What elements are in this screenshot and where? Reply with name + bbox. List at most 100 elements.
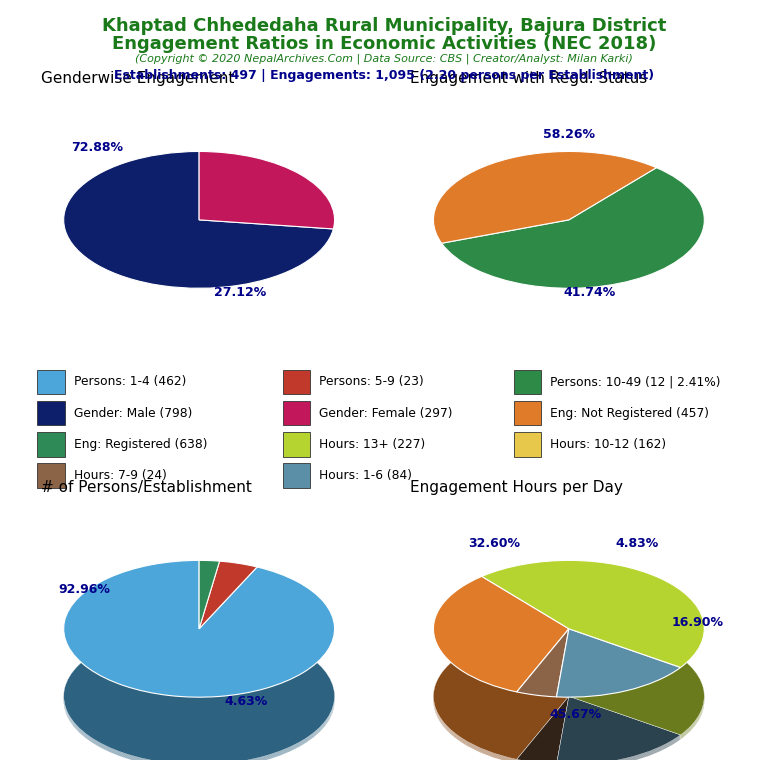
Text: Eng: Not Registered (457): Eng: Not Registered (457) [550, 406, 709, 419]
Wedge shape [482, 630, 704, 737]
Wedge shape [433, 646, 569, 761]
Wedge shape [199, 632, 257, 700]
Wedge shape [442, 435, 704, 556]
Wedge shape [433, 419, 657, 511]
Wedge shape [199, 415, 335, 493]
Wedge shape [199, 630, 257, 697]
Wedge shape [64, 415, 333, 552]
Wedge shape [433, 417, 657, 509]
Wedge shape [199, 419, 335, 497]
Wedge shape [517, 629, 569, 697]
Wedge shape [442, 435, 704, 556]
Wedge shape [482, 628, 704, 736]
Text: Eng: Registered (638): Eng: Registered (638) [74, 438, 207, 451]
Wedge shape [64, 419, 333, 555]
Wedge shape [199, 628, 220, 697]
Wedge shape [433, 644, 569, 760]
Wedge shape [433, 647, 569, 763]
Wedge shape [482, 632, 704, 740]
Wedge shape [557, 700, 680, 768]
Wedge shape [442, 432, 704, 552]
Text: Hours: 10-12 (162): Hours: 10-12 (162) [550, 438, 666, 451]
Wedge shape [433, 644, 569, 760]
Wedge shape [557, 700, 680, 768]
Wedge shape [433, 647, 569, 762]
Wedge shape [482, 629, 704, 737]
FancyBboxPatch shape [283, 463, 310, 488]
Text: Gender: Male (798): Gender: Male (798) [74, 406, 192, 419]
Wedge shape [64, 416, 333, 553]
Wedge shape [517, 697, 569, 766]
Wedge shape [442, 432, 704, 553]
Wedge shape [199, 629, 257, 697]
Text: Establishments: 497 | Engagements: 1,095 (2.20 persons per Establishment): Establishments: 497 | Engagements: 1,095… [114, 69, 654, 82]
Wedge shape [199, 417, 335, 495]
Wedge shape [433, 415, 657, 507]
Wedge shape [64, 631, 335, 768]
Text: 41.74%: 41.74% [563, 286, 615, 299]
Wedge shape [64, 631, 335, 768]
Wedge shape [433, 419, 657, 511]
Wedge shape [199, 631, 220, 699]
Wedge shape [199, 415, 335, 493]
Wedge shape [199, 629, 220, 697]
Wedge shape [199, 561, 257, 629]
Wedge shape [199, 627, 220, 697]
Text: 4.83%: 4.83% [615, 537, 658, 550]
Wedge shape [517, 697, 569, 765]
Wedge shape [64, 151, 333, 288]
Wedge shape [199, 419, 335, 496]
Wedge shape [433, 576, 569, 692]
Text: Hours: 13+ (227): Hours: 13+ (227) [319, 438, 425, 451]
Wedge shape [199, 419, 335, 496]
Text: # of Persons/Establishment: # of Persons/Establishment [41, 480, 252, 495]
FancyBboxPatch shape [283, 432, 310, 457]
Text: Engagement Hours per Day: Engagement Hours per Day [410, 480, 624, 495]
Wedge shape [199, 416, 335, 494]
Wedge shape [517, 700, 569, 767]
FancyBboxPatch shape [514, 401, 541, 425]
Wedge shape [199, 632, 220, 700]
Text: 27.12%: 27.12% [214, 286, 266, 299]
Wedge shape [482, 561, 704, 667]
Wedge shape [199, 151, 335, 229]
Text: 16.90%: 16.90% [671, 616, 723, 629]
Text: Persons: 10-49 (12 | 2.41%): Persons: 10-49 (12 | 2.41%) [550, 376, 720, 389]
FancyBboxPatch shape [283, 401, 310, 425]
Text: Gender: Female (297): Gender: Female (297) [319, 406, 452, 419]
FancyBboxPatch shape [514, 432, 541, 457]
Wedge shape [442, 432, 704, 553]
Wedge shape [199, 631, 220, 700]
Text: 92.96%: 92.96% [58, 583, 110, 596]
Text: Genderwise Engagement: Genderwise Engagement [41, 71, 234, 86]
Wedge shape [199, 630, 220, 698]
Wedge shape [517, 700, 569, 768]
Wedge shape [199, 631, 220, 700]
Text: 45.67%: 45.67% [550, 708, 601, 721]
Wedge shape [64, 632, 335, 768]
Wedge shape [433, 419, 657, 510]
Wedge shape [442, 433, 704, 554]
Wedge shape [64, 417, 333, 554]
Wedge shape [199, 631, 257, 699]
Text: 4.63%: 4.63% [225, 694, 268, 707]
Wedge shape [433, 648, 569, 763]
Text: Persons: 5-9 (23): Persons: 5-9 (23) [319, 376, 424, 389]
Text: Hours: 7-9 (24): Hours: 7-9 (24) [74, 469, 167, 482]
Wedge shape [433, 647, 569, 763]
Wedge shape [557, 697, 680, 765]
Wedge shape [64, 418, 333, 554]
Wedge shape [517, 697, 569, 764]
Wedge shape [442, 435, 704, 555]
Text: (Copyright © 2020 NepalArchives.Com | Data Source: CBS | Creator/Analyst: Milan : (Copyright © 2020 NepalArchives.Com | Da… [135, 54, 633, 65]
Text: Persons: 1-4 (462): Persons: 1-4 (462) [74, 376, 186, 389]
Wedge shape [482, 631, 704, 737]
Wedge shape [433, 418, 657, 509]
Wedge shape [433, 151, 657, 243]
Wedge shape [199, 629, 257, 697]
Text: 32.60%: 32.60% [468, 537, 521, 550]
FancyBboxPatch shape [38, 432, 65, 457]
Wedge shape [517, 698, 569, 766]
Wedge shape [64, 629, 335, 766]
Wedge shape [557, 698, 680, 766]
